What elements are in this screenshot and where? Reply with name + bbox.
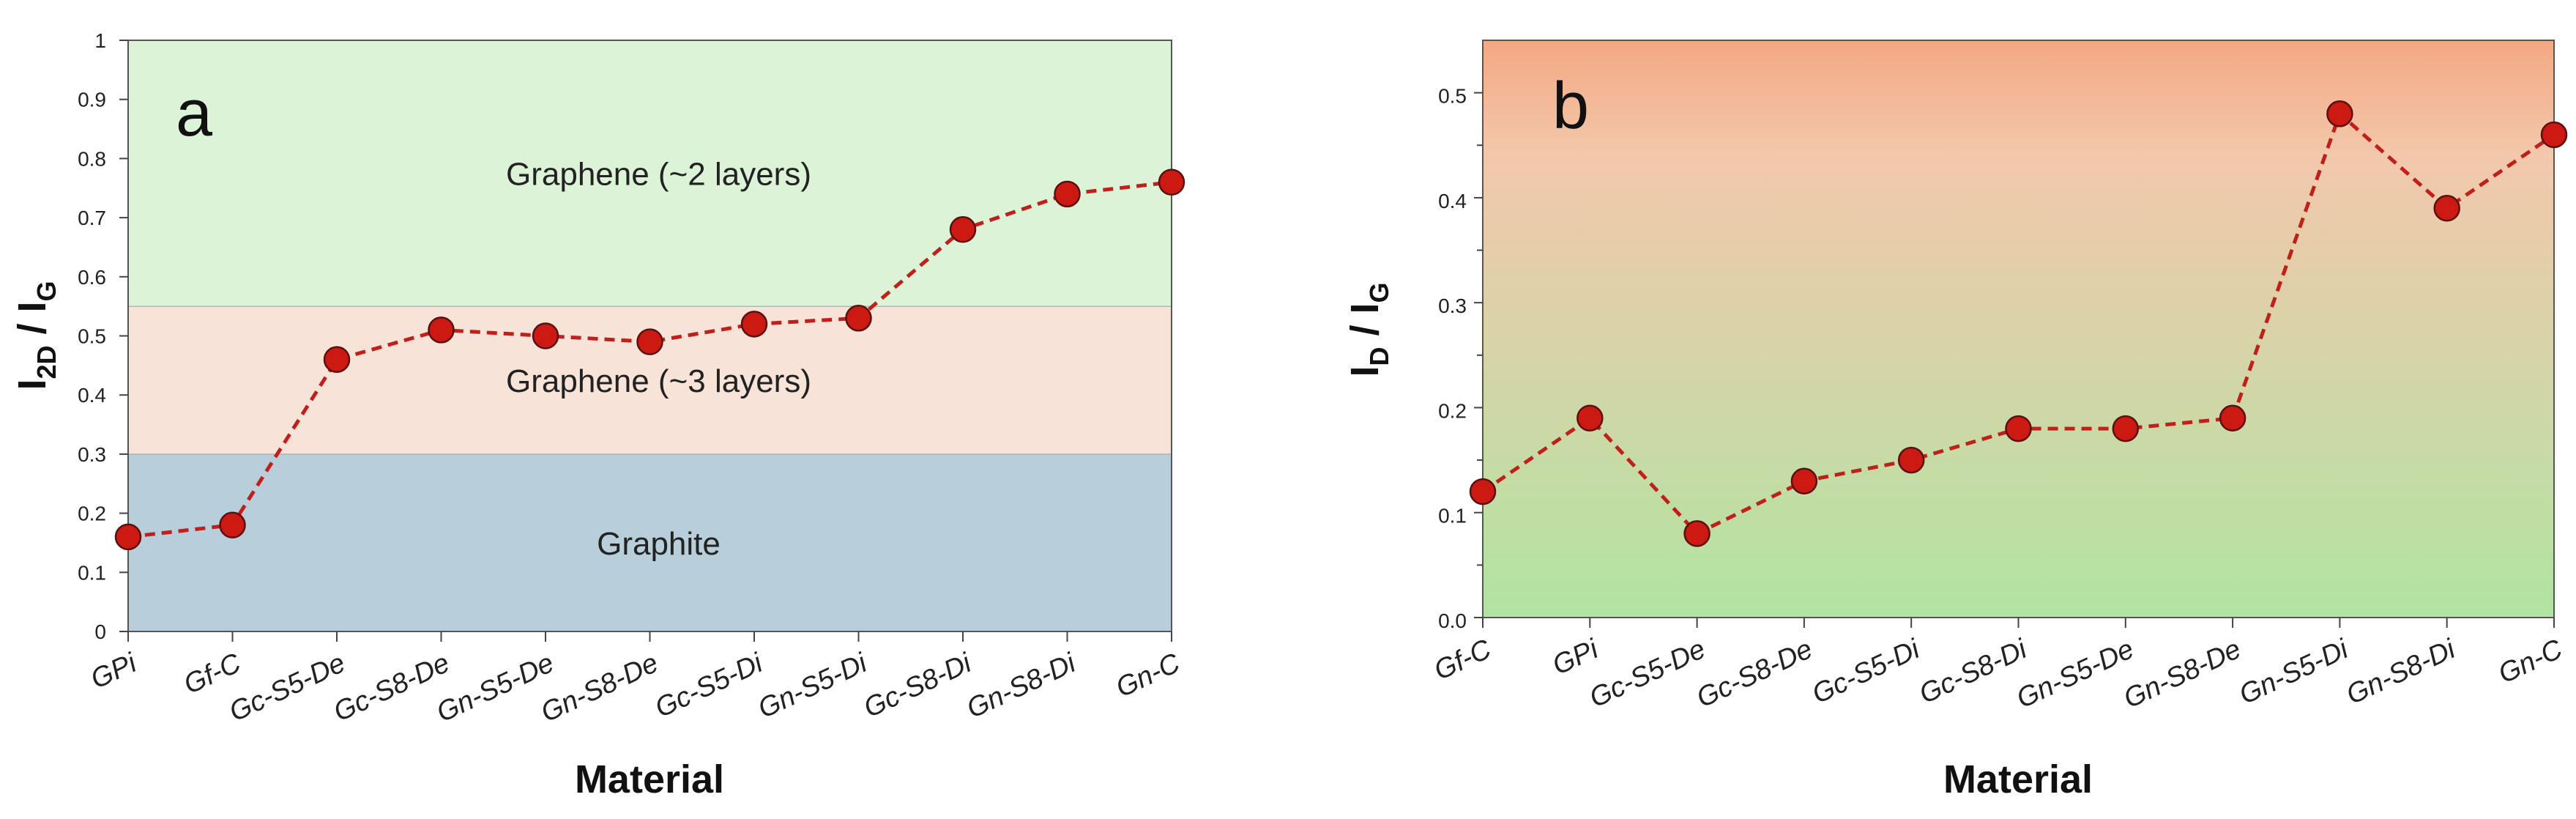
region-label-graphene-2-layers: Graphene (~2 layers) — [506, 157, 811, 193]
y-title-sub-2: G — [31, 281, 62, 301]
y-axis-ticks: 0 0.1 0.2 0.3 0.4 0.5 0.6 0.7 0.8 0.9 1 — [78, 29, 128, 643]
y-tick-label: 0.7 — [78, 207, 106, 229]
y-tick-label: 0.3 — [1438, 294, 1467, 317]
series-line — [127, 180, 1172, 539]
region-label-graphene-3-layers: Graphene (~3 layers) — [506, 363, 811, 399]
data-point-gf-c — [219, 511, 246, 538]
data-point-gn-s8-di — [2433, 194, 2460, 222]
x-tick-label-gn-s8-de: Gn-S8-De — [2119, 634, 2246, 714]
data-point-gn-s8-de — [2219, 404, 2246, 432]
y-tick-label: 0.3 — [78, 443, 106, 466]
data-point-gc-s5-de — [1683, 520, 1710, 547]
x-axis-ticks: Gf-C GPiGc-S5-DeGc-S8-DeGc-S5-DiGc-S8-DiG… — [1429, 618, 2567, 714]
panel-letter-b: b — [1552, 70, 1589, 143]
x-tick-label-gc-s5-de: Gc-S5-De — [225, 648, 350, 727]
data-point-gf-c — [1469, 478, 1497, 505]
y-title-sub-2: G — [1364, 282, 1394, 303]
data-point-gc-s8-di — [949, 215, 977, 243]
x-tick-label-gc-s8-di: Gc-S8-Di — [1915, 633, 2033, 710]
region-label-graphite: Graphite — [597, 526, 721, 562]
y-tick-label: 1 — [94, 29, 106, 52]
data-point-gn-c — [2540, 121, 2568, 149]
y-tick-label: 0.2 — [78, 503, 106, 525]
y-title-main: I — [10, 379, 54, 390]
y-tick-label: 0.9 — [78, 89, 106, 111]
x-tick-label-gn-s8-di: Gn-S8-Di — [962, 647, 1082, 724]
y-axis-title: I2D / IG — [10, 281, 62, 390]
x-tick-label-gc-s5-di: Gc-S5-Di — [1808, 633, 1926, 710]
data-point-gc-s8-di — [2005, 415, 2032, 442]
x-tick-label-gpi: GPi — [1548, 633, 1604, 681]
y-title-sub-1: D — [1364, 347, 1394, 366]
gradient-background — [1483, 40, 2554, 618]
region-band-graphite — [127, 453, 1172, 632]
y-tick-label: 0.5 — [1438, 85, 1467, 108]
x-tick-label-gn-s8-di: Gn-S8-Di — [2342, 633, 2461, 711]
data-point-gn-s8-di — [1054, 180, 1081, 208]
x-tick-label-gn-s5-de: Gn-S5-De — [432, 648, 559, 728]
data-point-gn-s5-di — [845, 305, 872, 332]
series-points — [1469, 100, 2568, 547]
y-tick-label: 0.1 — [78, 561, 106, 584]
data-point-gc-s5-di — [740, 311, 768, 338]
y-tick-label: 0.4 — [78, 384, 106, 407]
x-tick-label-gf-c: Gf-C — [179, 648, 246, 700]
x-tick-label-gc-s5-di: Gc-S5-Di — [650, 647, 768, 724]
panel-letter-a: a — [176, 77, 213, 150]
data-point-gc-s8-de — [428, 316, 455, 344]
data-point-gn-s5-de — [2112, 415, 2140, 442]
y-tick-label: 0.6 — [78, 266, 106, 289]
x-tick-label-gc-s8-de: Gc-S8-De — [1692, 634, 1817, 714]
y-tick-label: 0.1 — [1438, 505, 1467, 527]
data-point-gn-s5-de — [532, 322, 559, 349]
x-tick-label-gc-s5-de: Gc-S5-De — [1585, 634, 1710, 714]
region-labels: Graphite Graphene (~3 layers) Graphene (~2… — [506, 157, 811, 562]
x-tick-label-gn-s5-de: Gn-S5-De — [2012, 634, 2139, 714]
data-point-gpi — [114, 523, 142, 551]
y-axis-ticks: 0.0 0.1 0.2 0.3 0.4 0.5 — [1438, 85, 1483, 632]
panel-a: Graphite Graphene (~3 layers) Graphene (~2… — [10, 29, 1185, 801]
y-tick-label: 0 — [94, 620, 106, 643]
data-point-gc-s8-de — [1790, 467, 1818, 494]
data-point-gn-s8-de — [636, 328, 663, 355]
y-tick-label: 0.0 — [1438, 609, 1467, 632]
y-tick-label: 0.2 — [1438, 399, 1467, 422]
series-points — [114, 168, 1185, 551]
y-title-sub-1: 2D — [31, 345, 62, 379]
x-tick-label-gn-s5-di: Gn-S5-Di — [753, 647, 873, 724]
y-tick-label: 0.8 — [78, 147, 106, 170]
data-point-gc-s5-de — [323, 346, 351, 374]
x-tick-label-gc-s8-di: Gc-S8-Di — [859, 647, 977, 724]
x-axis-title: Material — [575, 757, 724, 801]
y-title-main: I — [1343, 366, 1387, 377]
x-tick-label-gn-s8-de: Gn-S8-De — [537, 648, 663, 728]
x-tick-label-gpi: GPi — [86, 647, 143, 694]
x-tick-label-gc-s8-de: Gc-S8-De — [329, 648, 454, 727]
x-axis-ticks: GPi Gf-CGc-S5-DeGc-S8-DeGn-S5-DeGn-S8-DeG… — [86, 631, 1185, 728]
y-title-sep: / I — [10, 301, 54, 345]
x-tick-label-gn-c: Gn-C — [1112, 648, 1185, 704]
data-point-gn-s5-di — [2326, 100, 2353, 127]
data-point-gpi — [1577, 404, 1604, 432]
y-axis-title: ID / IG — [1343, 282, 1394, 377]
x-tick-label-gf-c: Gf-C — [1429, 634, 1496, 686]
y-title-sep: / I — [1343, 303, 1387, 346]
data-point-gc-s5-di — [1897, 446, 1925, 474]
y-tick-label: 0.5 — [78, 325, 106, 348]
y-tick-label: 0.4 — [1438, 190, 1467, 212]
x-axis-title: Material — [1943, 757, 2093, 801]
x-tick-label-gn-c: Gn-C — [2494, 634, 2568, 690]
panel-b: 0.00.10.20.30.40.5 Gf-C GPiGc-S5-DeGc-S8-… — [1343, 40, 2567, 801]
x-tick-label-gn-s5-di: Gn-S5-Di — [2235, 633, 2354, 711]
data-point-gn-c — [1158, 168, 1185, 196]
